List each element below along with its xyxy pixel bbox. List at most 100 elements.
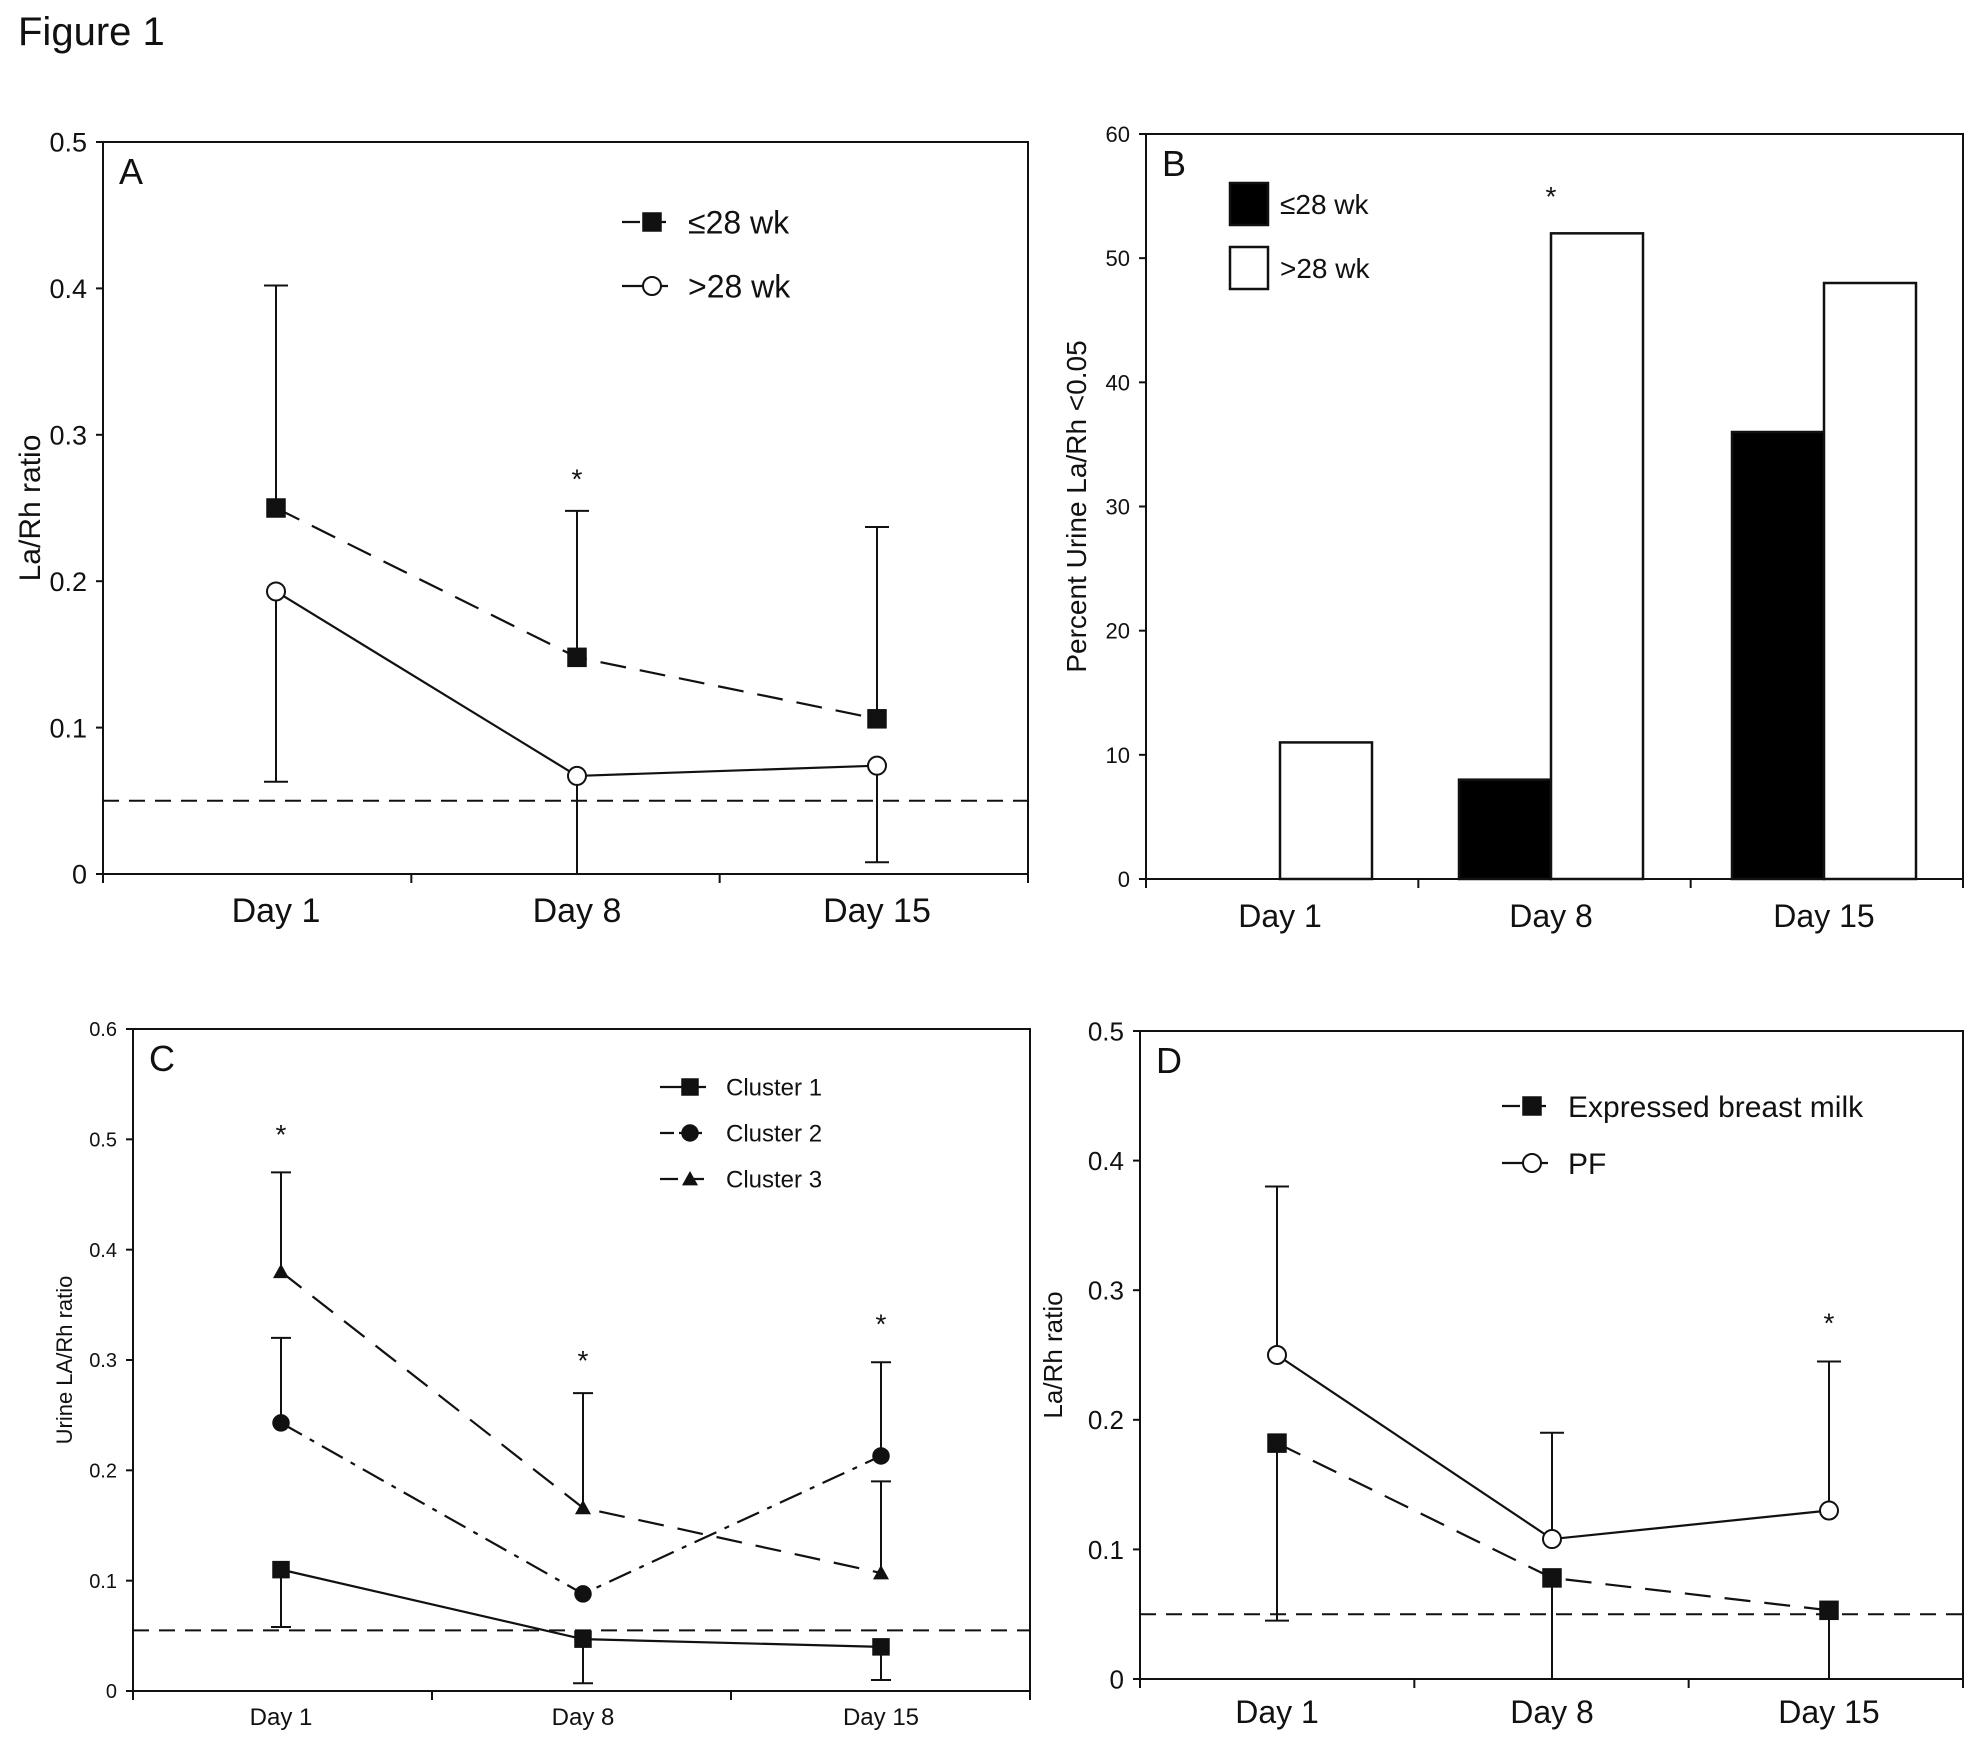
y-tick-label: 0.2 — [89, 1461, 117, 1483]
y-tick-label: 0 — [1118, 867, 1130, 892]
bar — [1822, 281, 1918, 881]
series-line — [1276, 1442, 1830, 1612]
bar — [1278, 741, 1374, 881]
x-category-label: Day 1 — [1235, 1694, 1319, 1730]
y-tick-label: 0.5 — [1088, 1016, 1124, 1046]
x-category-label: Day 8 — [552, 1704, 615, 1731]
panel-label: C — [149, 1038, 175, 1079]
data-point — [873, 1564, 889, 1580]
y-tick-label: 60 — [1106, 122, 1130, 147]
y-tick-label: 0.3 — [1088, 1276, 1124, 1306]
legend-label: >28 wk — [1280, 253, 1370, 284]
data-point — [266, 581, 286, 602]
y-tick-label: 0.2 — [49, 567, 87, 597]
data-point — [1542, 1529, 1562, 1550]
x-category-label: Day 15 — [1773, 898, 1874, 934]
x-category-label: Day 1 — [1238, 898, 1322, 934]
legend-marker — [642, 212, 662, 232]
y-tick-label: 0.6 — [89, 1019, 117, 1041]
data-point — [266, 498, 286, 518]
y-tick-label: 40 — [1106, 370, 1130, 395]
legend-label: ≤28 wk — [688, 205, 790, 241]
legend-label: Expressed breast milk — [1568, 1091, 1864, 1124]
y-axis-label: La/Rh ratio — [14, 435, 47, 582]
panel-a-chart: A 0 0.1 0.2 0.3 0.4 0.5 Day 1 Day 8 Day 15 La/Rh r… — [14, 128, 1029, 930]
legend-marker — [642, 276, 662, 296]
legend-marker — [681, 1078, 699, 1096]
y-tick-label: 0.4 — [89, 1240, 117, 1262]
x-category-label: Day 15 — [1778, 1694, 1879, 1730]
y-tick-label: 30 — [1106, 494, 1130, 519]
y-axis-label: Percent Urine La/Rh <0.05 — [1061, 340, 1092, 672]
data-point — [575, 1499, 591, 1515]
data-point — [1819, 1600, 1839, 1621]
x-category-label: Day 8 — [533, 892, 622, 930]
y-tick-label: 20 — [1106, 619, 1130, 644]
panel-label: B — [1162, 143, 1186, 184]
figure-title: Figure 1 — [18, 10, 165, 54]
data-point — [574, 1630, 592, 1648]
data-point — [1819, 1500, 1839, 1521]
y-tick-label: 0.3 — [89, 1350, 117, 1372]
legend-marker — [681, 1124, 699, 1142]
legend-swatch — [1228, 245, 1270, 291]
legend-marker — [682, 1171, 698, 1186]
legend-marker — [1522, 1096, 1542, 1116]
data-point — [567, 647, 587, 668]
y-axis-label: La/Rh ratio — [1038, 1291, 1068, 1418]
data-point — [272, 1414, 290, 1432]
data-point — [272, 1560, 290, 1579]
panel-label: A — [119, 151, 143, 192]
legend-label: PF — [1568, 1148, 1606, 1181]
y-tick-label: 0.4 — [49, 274, 87, 304]
significance-asterisk: * — [276, 1119, 287, 1150]
panel-d-chart: D 0 0.1 0.2 0.3 0.4 0.5 Day 1 Day 8 Day 15 La/Rh r… — [1038, 1016, 1964, 1730]
legend-label: ≤28 wk — [1280, 189, 1370, 220]
bar — [1457, 778, 1553, 881]
x-category-label: Day 1 — [250, 1704, 313, 1731]
x-category-label: Day 8 — [1509, 898, 1593, 934]
legend-label: Cluster 1 — [726, 1075, 822, 1102]
panel-b-chart: B 0 10 20 30 40 50 60 Day 1 Day 8 Day 15 Percent Ur… — [1061, 122, 1964, 934]
y-tick-label: 0.5 — [49, 128, 87, 158]
plot-frame — [102, 141, 1029, 875]
data-point — [567, 765, 587, 786]
y-tick-label: 0.1 — [49, 713, 87, 743]
data-point — [574, 1585, 592, 1603]
data-point — [867, 755, 887, 776]
y-tick-label: 0 — [106, 1681, 117, 1703]
y-tick-label: 0.5 — [89, 1130, 117, 1152]
significance-asterisk: * — [1546, 181, 1557, 212]
y-tick-label: 10 — [1106, 743, 1130, 768]
data-point — [273, 1263, 289, 1279]
bar — [1549, 232, 1645, 881]
y-tick-label: 50 — [1106, 246, 1130, 271]
x-category-label: Day 1 — [232, 892, 321, 930]
y-axis-label: Urine LA/Rh ratio — [52, 1276, 77, 1445]
data-point — [1267, 1345, 1287, 1365]
bar — [1730, 430, 1826, 881]
y-tick-label: 0 — [72, 860, 87, 890]
x-category-label: Day 15 — [843, 1704, 919, 1731]
panel-c-chart: C 0 0.1 0.2 0.3 0.4 0.5 0.6 Day 1 Day 8 Day 15 Urin… — [52, 1019, 1031, 1731]
y-tick-label: 0.1 — [1088, 1535, 1124, 1565]
data-point — [872, 1447, 890, 1465]
data-point — [1267, 1433, 1287, 1453]
legend-swatch — [1228, 181, 1270, 227]
legend-label: Cluster 2 — [726, 1121, 822, 1148]
y-tick-label: 0.3 — [49, 421, 87, 451]
significance-asterisk: * — [578, 1345, 589, 1376]
panel-label: D — [1156, 1040, 1182, 1081]
legend-label: Cluster 3 — [726, 1167, 822, 1194]
data-point — [1542, 1568, 1562, 1588]
significance-asterisk: * — [1824, 1308, 1835, 1339]
legend-marker — [1522, 1153, 1542, 1173]
x-category-label: Day 8 — [1510, 1694, 1594, 1730]
legend-label: >28 wk — [688, 269, 791, 305]
significance-asterisk: * — [876, 1309, 887, 1340]
y-tick-label: 0.2 — [1088, 1405, 1124, 1435]
data-point — [867, 709, 887, 729]
y-tick-label: 0.4 — [1088, 1146, 1124, 1176]
data-point — [872, 1638, 890, 1656]
